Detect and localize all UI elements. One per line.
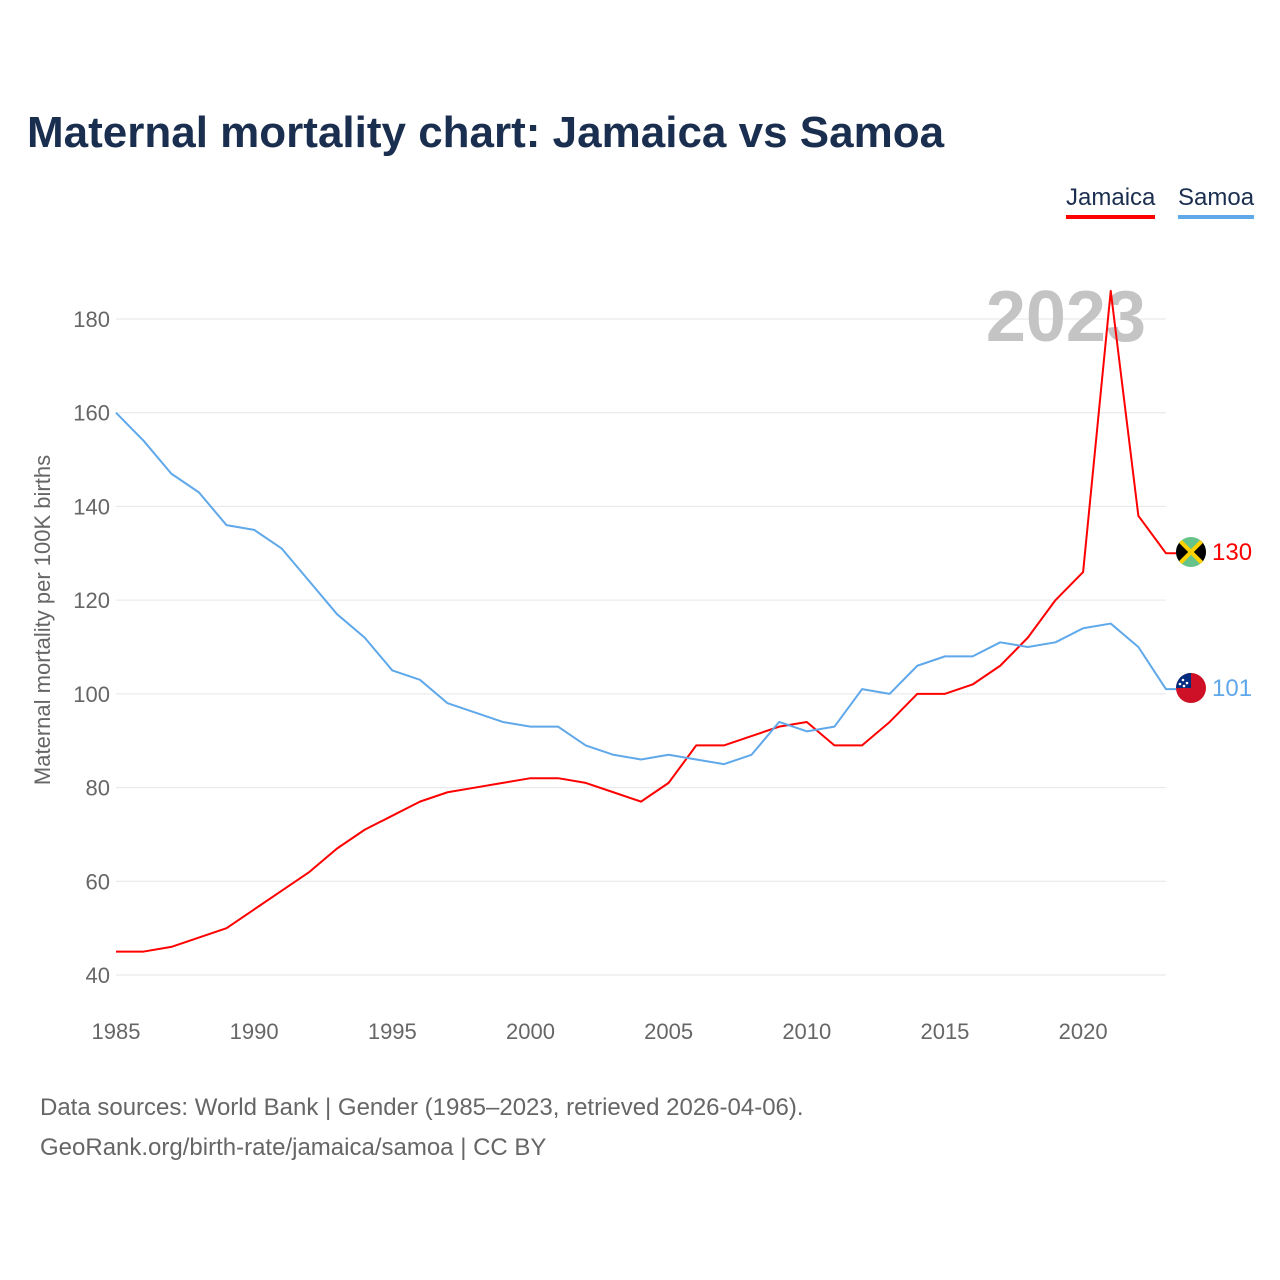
x-tick-label: 2005	[644, 1019, 693, 1044]
y-tick-label: 40	[86, 963, 110, 988]
y-tick-label: 160	[73, 401, 110, 426]
x-tick-label: 1990	[230, 1019, 279, 1044]
legend-samoa[interactable]: Samoa	[1178, 184, 1255, 219]
samoa-end-value: 101	[1212, 675, 1252, 702]
jamaica-flag-icon	[1176, 537, 1206, 567]
x-tick-label: 2010	[782, 1019, 831, 1044]
y-tick-label: 100	[73, 682, 110, 707]
samoa-flag-icon	[1176, 673, 1206, 703]
x-tick-label: 2015	[920, 1019, 969, 1044]
x-tick-label: 2000	[506, 1019, 555, 1044]
y-tick-label: 140	[73, 494, 110, 519]
year-watermark: 2023	[986, 277, 1146, 357]
jamaica-end-value: 130	[1212, 539, 1252, 566]
y-tick-label: 60	[86, 869, 110, 894]
source-link[interactable]: GeoRank.org/birth-rate/jamaica/samoa | C…	[40, 1134, 547, 1161]
legend-jamaica[interactable]: Jamaica	[1066, 184, 1156, 219]
series-line-samoa	[115, 412, 1176, 766]
source-note: Data sources: World Bank | Gender (1985–…	[40, 1088, 804, 1168]
y-axis-label: Maternal mortality per 100K births	[30, 455, 55, 785]
x-tick-label: 2020	[1059, 1019, 1108, 1044]
series-line-jamaica	[116, 289, 1176, 953]
chart-title: Maternal mortality chart: Jamaica vs Sam…	[27, 108, 945, 157]
y-tick-label: 180	[73, 307, 110, 332]
y-tick-label: 80	[86, 776, 110, 801]
x-tick-label: 1985	[92, 1019, 141, 1044]
y-tick-label: 120	[73, 588, 110, 613]
x-tick-label: 1995	[368, 1019, 417, 1044]
source-line: Data sources: World Bank | Gender (1985–…	[40, 1094, 804, 1121]
